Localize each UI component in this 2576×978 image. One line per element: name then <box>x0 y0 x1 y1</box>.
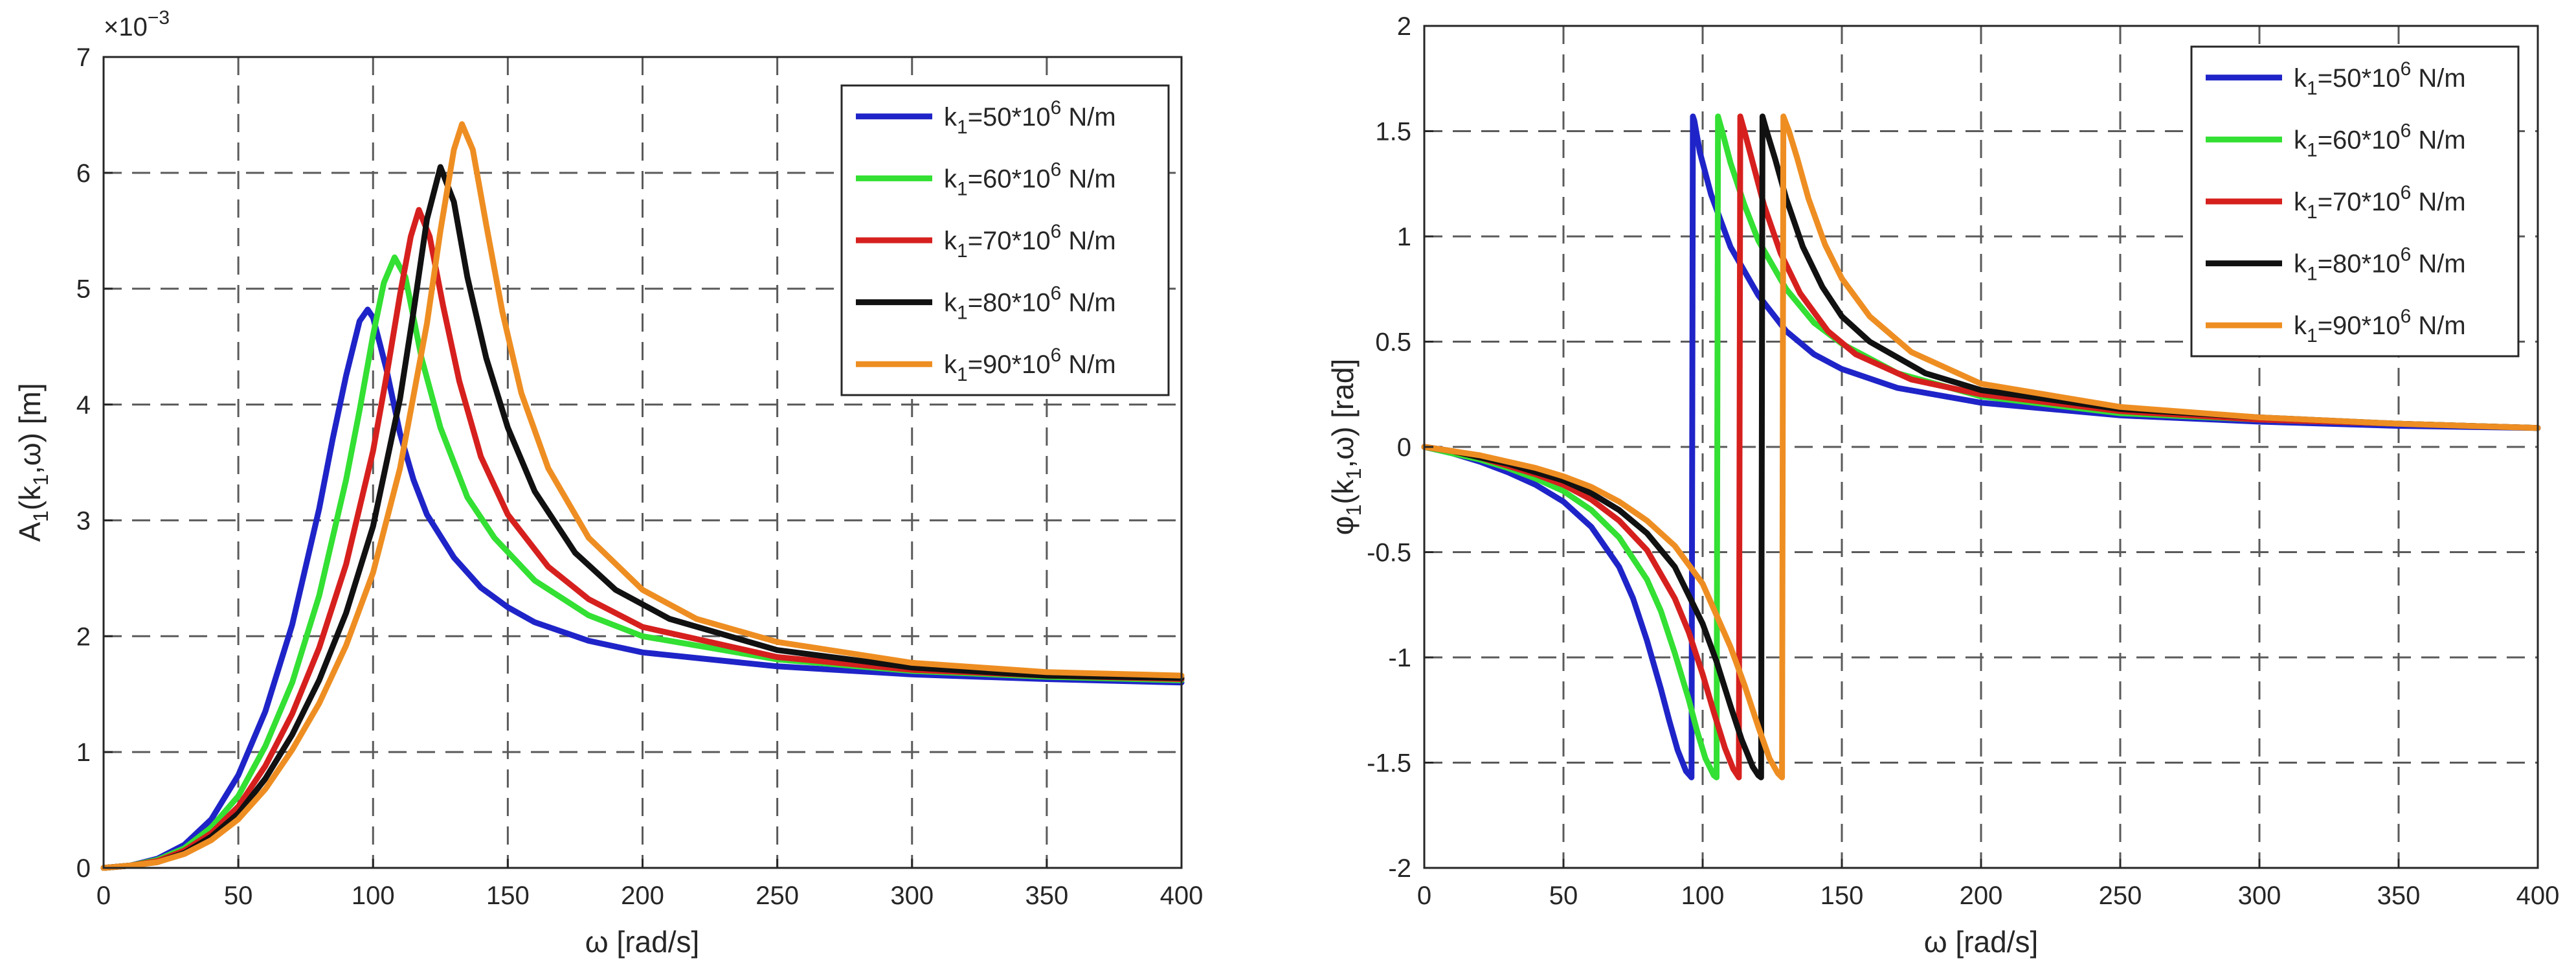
amplitude-exponent-label: ×10−3 <box>104 7 170 41</box>
phase-y-tick-label-3: -0.5 <box>1367 539 1411 567</box>
amplitude-y-tick-label-4: 4 <box>76 391 91 420</box>
amplitude-x-tick-label-4: 200 <box>621 881 664 910</box>
phase-y-tick-label-4: 0 <box>1397 433 1411 462</box>
phase-x-axis-label: ω [rad/s] <box>1924 925 2039 959</box>
phase-legend-label-4: k1=90*106 N/m <box>2294 306 2466 347</box>
phase-x-tick-label-5: 250 <box>2099 881 2142 910</box>
amplitude-x-tick-label-0: 0 <box>96 881 111 910</box>
amplitude-series-line-2 <box>100 207 1185 871</box>
phase-x-ticks: 0 50 100 150 200 250 300 350 400 <box>1417 859 2560 910</box>
phase-x-tick-label-8: 400 <box>2516 881 2560 910</box>
amplitude-legend: k1=50*106 N/m k1=60*106 N/m k1=70*106 N/m k… <box>840 84 1170 396</box>
amplitude-y-ticks: 0 1 2 3 4 5 6 7 <box>76 43 113 883</box>
amplitude-y-tick-label-5: 5 <box>76 275 91 304</box>
amplitude-y-tick-label-7: 7 <box>76 43 91 72</box>
amplitude-legend-label-3: k1=80*106 N/m <box>944 283 1116 324</box>
phase-series-line-4 <box>1421 113 2541 780</box>
phase-y-tick-label-0: -2 <box>1388 854 1411 883</box>
phase-y-tick-label-8: 2 <box>1397 12 1411 41</box>
phase-x-tick-label-2: 100 <box>1681 881 1725 910</box>
amplitude-x-tick-label-3: 150 <box>486 881 530 910</box>
amplitude-series-line-3 <box>100 164 1185 871</box>
amplitude-series <box>100 121 1185 871</box>
amplitude-x-tick-label-5: 250 <box>756 881 799 910</box>
phase-y-tick-label-2: -1 <box>1388 644 1411 672</box>
amplitude-series-line-4 <box>100 121 1185 871</box>
amplitude-y-tick-label-0: 0 <box>76 854 91 883</box>
amplitude-legend-label-1: k1=60*106 N/m <box>944 159 1116 199</box>
amplitude-series-line-1 <box>100 254 1185 871</box>
phase-chart: 0 50 100 150 200 250 300 350 400 -2 -1.5 -1 -0.5 0 0.… <box>1326 12 2559 959</box>
amplitude-x-tick-label-8: 400 <box>1160 881 1204 910</box>
amplitude-y-axis-label: A1(k1,ω) [m] <box>13 383 52 541</box>
phase-x-tick-label-3: 150 <box>1820 881 1864 910</box>
phase-x-tick-label-4: 200 <box>1960 881 2003 910</box>
amplitude-x-tick-label-1: 50 <box>224 881 253 910</box>
phase-legend-label-0: k1=50*106 N/m <box>2294 58 2466 99</box>
phase-y-ticks: -2 -1.5 -1 -0.5 0 0.5 1 1.5 2 <box>1367 12 1433 883</box>
phase-y-tick-label-1: -1.5 <box>1367 749 1411 778</box>
amplitude-y-tick-label-2: 2 <box>76 622 91 651</box>
amplitude-y-tick-label-1: 1 <box>76 738 91 767</box>
amplitude-series-line-0 <box>100 306 1185 871</box>
phase-y-axis-label: φ1(k1,ω) [rad] <box>1326 359 1365 536</box>
phase-legend-label-1: k1=60*106 N/m <box>2294 120 2466 161</box>
phase-legend-label-2: k1=70*106 N/m <box>2294 182 2466 223</box>
phase-x-tick-label-7: 350 <box>2377 881 2421 910</box>
phase-series-line-3 <box>1421 113 2541 780</box>
phase-x-tick-label-1: 50 <box>1549 881 1578 910</box>
phase-legend: k1=50*106 N/m k1=60*106 N/m k1=70*106 N/m k… <box>2190 45 2520 358</box>
phase-y-tick-label-6: 1 <box>1397 223 1411 251</box>
amplitude-y-tick-label-6: 6 <box>76 159 91 188</box>
amplitude-y-tick-label-3: 3 <box>76 506 91 535</box>
phase-y-tick-label-5: 0.5 <box>1375 328 1411 357</box>
phase-series-line-2 <box>1421 113 2541 780</box>
amplitude-legend-label-2: k1=70*106 N/m <box>944 221 1116 262</box>
amplitude-x-ticks: 0 50 100 150 200 250 300 350 400 <box>96 859 1204 910</box>
phase-x-tick-label-6: 300 <box>2238 881 2281 910</box>
phase-legend-label-3: k1=80*106 N/m <box>2294 244 2466 285</box>
phase-x-tick-label-0: 0 <box>1417 881 1431 910</box>
amplitude-x-axis-label: ω [rad/s] <box>585 925 700 959</box>
amplitude-x-tick-label-2: 100 <box>352 881 395 910</box>
amplitude-legend-label-4: k1=90*106 N/m <box>944 345 1116 385</box>
amplitude-legend-label-0: k1=50*106 N/m <box>944 97 1116 138</box>
amplitude-x-tick-label-7: 350 <box>1025 881 1069 910</box>
phase-series-line-0 <box>1421 113 2541 780</box>
phase-series <box>1421 113 2541 780</box>
phase-y-tick-label-7: 1.5 <box>1375 118 1411 146</box>
amplitude-x-tick-label-6: 300 <box>890 881 934 910</box>
